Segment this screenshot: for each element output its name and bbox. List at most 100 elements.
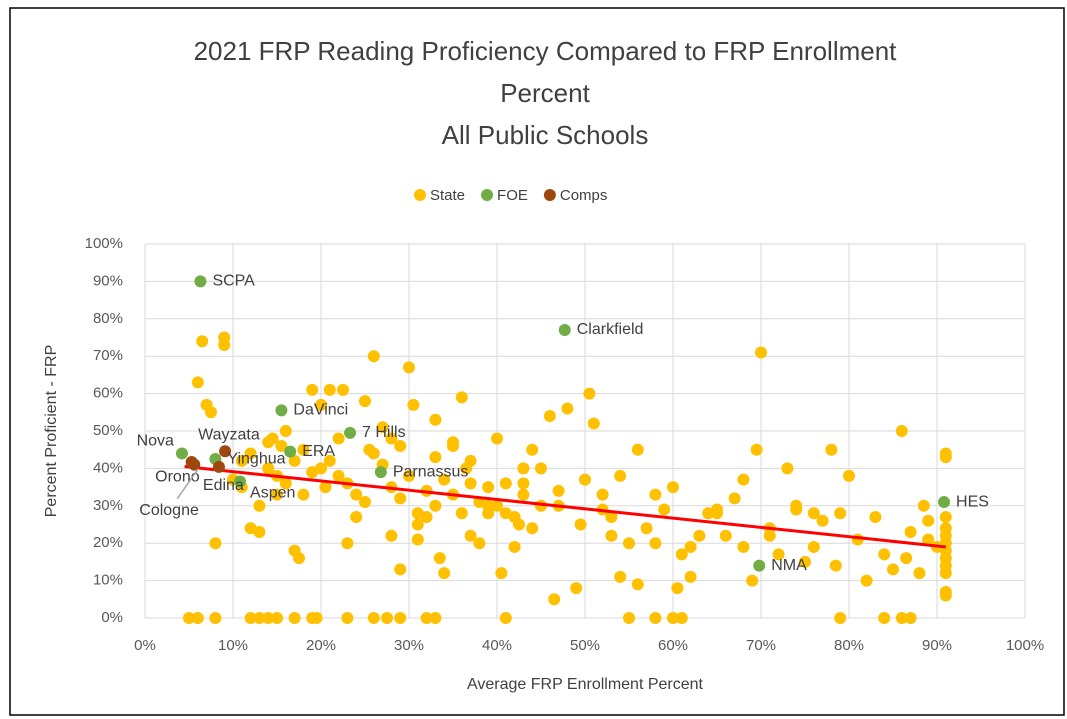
point (293, 552, 305, 565)
y-tick-label: 90% (93, 272, 123, 289)
point (319, 481, 332, 494)
point-label: Cologne (139, 502, 199, 519)
point (807, 540, 820, 553)
point (209, 537, 222, 550)
point (895, 612, 908, 624)
point (219, 445, 232, 458)
point (587, 417, 600, 430)
point-label: Clarkfield (577, 321, 644, 338)
point (315, 398, 327, 411)
y-tick-label: 50% (93, 422, 123, 439)
point (279, 425, 292, 437)
point (548, 593, 561, 606)
point (649, 612, 662, 624)
point (517, 488, 530, 501)
x-tick-label: 40% (482, 637, 512, 654)
point (913, 567, 926, 580)
point (234, 475, 247, 488)
y-tick-label: 100% (85, 235, 123, 252)
point (939, 451, 952, 464)
point (750, 443, 763, 456)
point (262, 462, 275, 475)
point (895, 425, 908, 437)
point (235, 454, 248, 467)
point (491, 432, 503, 445)
point (605, 511, 618, 524)
point (753, 559, 766, 572)
legend-label: FOE (497, 187, 528, 204)
x-tick-label: 90% (922, 637, 952, 654)
x-tick-label: 0% (134, 637, 156, 654)
point (631, 578, 644, 591)
point (579, 473, 591, 486)
point-label: 7 Hills (362, 424, 406, 441)
point (262, 612, 275, 624)
point (191, 612, 204, 624)
point (614, 469, 627, 482)
point (667, 481, 679, 494)
point (658, 503, 671, 516)
x-tick-label: 20% (306, 637, 336, 654)
point (640, 522, 653, 535)
x-tick-label: 70% (746, 637, 776, 654)
y-tick-label: 80% (93, 310, 123, 327)
point (420, 612, 433, 624)
point (508, 540, 521, 553)
y-tick-label: 0% (101, 609, 123, 626)
point (288, 612, 301, 624)
point (473, 537, 486, 550)
point (332, 469, 345, 482)
point (917, 499, 930, 512)
point (196, 335, 209, 348)
point (367, 612, 380, 624)
point (552, 484, 565, 497)
point (188, 458, 201, 471)
point (411, 533, 424, 546)
point (482, 481, 495, 494)
point (939, 567, 952, 580)
point (323, 454, 336, 467)
point (675, 548, 688, 561)
y-tick-label: 20% (93, 534, 123, 551)
point (385, 432, 398, 445)
legend-marker (414, 189, 426, 201)
point (781, 462, 794, 475)
point (878, 548, 891, 561)
point (684, 570, 697, 583)
point (843, 469, 855, 482)
point (183, 612, 195, 624)
point (711, 503, 723, 516)
point (429, 612, 442, 624)
point (570, 582, 583, 595)
point (341, 537, 354, 550)
point (381, 612, 393, 624)
point (583, 387, 596, 400)
legend-marker (481, 189, 494, 201)
point (623, 612, 635, 624)
point-label: ERA (302, 443, 335, 460)
point (403, 469, 415, 482)
point (429, 451, 442, 464)
point (253, 499, 266, 512)
point (790, 499, 803, 512)
point (755, 346, 767, 359)
point (834, 612, 847, 624)
point (253, 612, 266, 624)
point (205, 406, 217, 419)
point-label: HES (956, 493, 989, 510)
point (297, 443, 310, 456)
point (719, 529, 732, 542)
point (394, 492, 407, 505)
point (455, 507, 468, 520)
y-tick-label: 10% (93, 572, 123, 589)
y-tick-label: 40% (93, 459, 123, 476)
point (218, 338, 231, 351)
point (284, 445, 297, 458)
y-tick-label: 30% (93, 497, 123, 514)
point (341, 612, 354, 624)
point (212, 460, 225, 473)
point (464, 529, 477, 542)
point (900, 552, 913, 565)
point (275, 439, 288, 452)
